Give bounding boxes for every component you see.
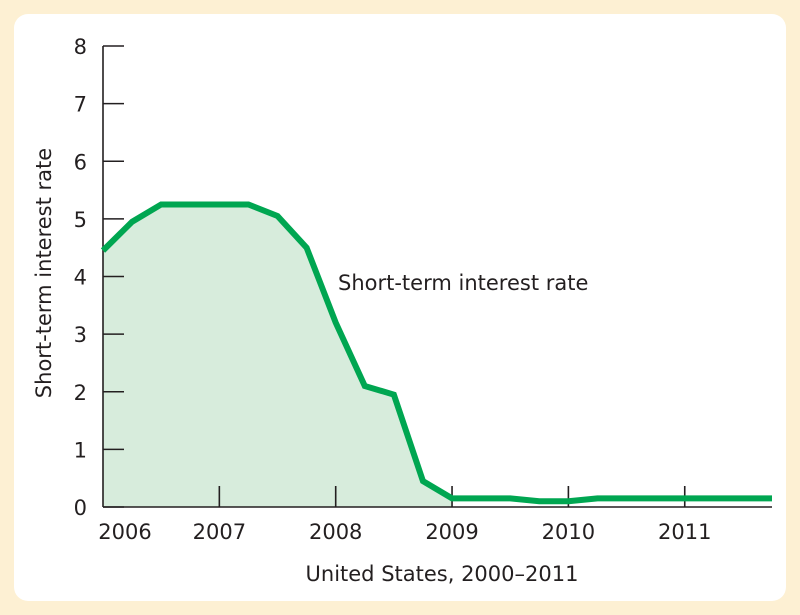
rate-data-point	[536, 498, 542, 504]
rate-data-point	[682, 495, 688, 501]
rate-data-point	[594, 495, 600, 501]
rate-data-point	[769, 495, 775, 501]
rate-data-point	[449, 495, 455, 501]
y-tick-label: 1	[74, 438, 87, 462]
rate-data-point	[129, 219, 135, 225]
rate-data-point	[565, 498, 571, 504]
x-tick-label: 2006	[98, 520, 151, 544]
rate-area-fill	[103, 204, 453, 507]
rate-data-point	[275, 213, 281, 219]
y-tick-label: 7	[74, 93, 87, 117]
y-axis-title: Short-term interest rate	[32, 148, 56, 398]
rate-data-point	[711, 495, 717, 501]
rate-data-point	[653, 495, 659, 501]
rate-data-point	[245, 201, 251, 207]
rate-data-point	[362, 383, 368, 389]
y-tick-label: 3	[74, 323, 87, 347]
rate-data-point	[158, 201, 164, 207]
rate-data-point	[624, 495, 630, 501]
x-tick-label: 2009	[425, 520, 478, 544]
y-tick-label: 4	[74, 266, 87, 290]
rate-data-point	[507, 495, 513, 501]
rate-data-point	[216, 201, 222, 207]
y-tick-label: 6	[74, 150, 87, 174]
y-tick-label: 8	[74, 35, 87, 59]
y-tick-label: 2	[74, 381, 87, 405]
x-tick-label: 2010	[542, 520, 595, 544]
series-annotation: Short-term interest rate	[338, 271, 588, 295]
rate-line	[100, 201, 772, 505]
y-tick-label: 5	[74, 208, 87, 232]
x-axis-title: United States, 2000–2011	[306, 562, 579, 586]
x-tick-label: 2007	[193, 520, 246, 544]
rate-data-point	[391, 392, 397, 398]
rate-data-point	[333, 320, 339, 326]
x-tick-label: 2008	[309, 520, 362, 544]
x-tick-label: 2011	[658, 520, 711, 544]
y-tick-label: 0	[74, 496, 87, 520]
rate-data-point	[478, 495, 484, 501]
rate-data-point	[740, 495, 746, 501]
rate-data-point	[420, 478, 426, 484]
rate-data-point	[187, 201, 193, 207]
rate-data-point	[100, 248, 106, 254]
rate-data-point	[304, 245, 310, 251]
